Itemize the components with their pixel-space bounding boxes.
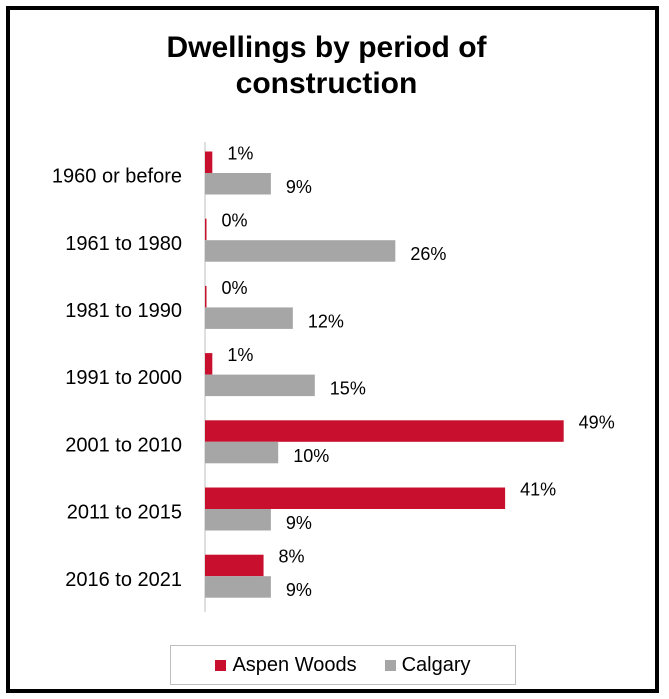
bar-calgary-2001-to-2010 (205, 441, 279, 464)
data-label-calgary-2001-to-2010: 10% (293, 446, 329, 466)
data-label-calgary-2011-to-2015: 9% (286, 513, 312, 533)
chart-title: Dwellings by period of construction (0, 30, 653, 102)
data-label-aspen-woods-2001-to-2010: 49% (579, 412, 615, 432)
chart-frame (6, 6, 659, 693)
chart-title-line-2: construction (235, 67, 418, 100)
legend-label-aspen-woods: Aspen Woods (232, 653, 357, 676)
legend-label-calgary: Calgary (401, 653, 471, 676)
bar-calgary-1981-to-1990 (205, 307, 293, 329)
legend-swatch-calgary (384, 659, 396, 671)
bar-aspen-woods-2016-to-2021 (205, 554, 264, 577)
bar-aspen-woods-1991-to-2000 (205, 353, 213, 375)
data-label-aspen-woods-2016-to-2021: 8% (279, 547, 305, 567)
bar-calgary-2016-to-2021 (205, 576, 271, 598)
bar-calgary-1991-to-2000 (205, 374, 315, 397)
data-label-calgary-1981-to-1990: 12% (308, 311, 344, 331)
bar-calgary-1960-or-before (205, 173, 271, 195)
chart-title-line-1: Dwellings by period of (166, 31, 487, 64)
category-label-1961-to-1980: 1961 to 1980 (65, 233, 182, 255)
bar-calgary-1961-to-1980 (205, 240, 396, 262)
legend-item-calgary: Calgary (384, 653, 471, 677)
data-label-calgary-1960-or-before: 9% (286, 177, 312, 197)
data-label-calgary-1961-to-1980: 26% (410, 244, 446, 264)
category-label-2016-to-2021: 2016 to 2021 (65, 569, 182, 591)
bar-calgary-2011-to-2015 (205, 509, 271, 531)
data-label-calgary-2016-to-2021: 9% (286, 580, 312, 600)
data-label-aspen-woods-2011-to-2015: 41% (520, 480, 556, 500)
category-label-2011-to-2015: 2011 to 2015 (67, 502, 182, 524)
category-label-1981-to-1990: 1981 to 1990 (65, 300, 182, 322)
data-label-calgary-1991-to-2000: 15% (330, 379, 366, 399)
bar-aspen-woods-2011-to-2015 (205, 487, 506, 509)
data-label-aspen-woods-1981-to-1990: 0% (222, 278, 248, 298)
legend-item-aspen-woods: Aspen Woods (215, 653, 357, 677)
bars-group (205, 151, 564, 598)
bar-aspen-woods-1961-to-1980 (205, 218, 207, 241)
bar-aspen-woods-1981-to-1990 (205, 285, 207, 308)
legend: Aspen Woods Calgary (170, 645, 516, 685)
bar-aspen-woods-2001-to-2010 (205, 420, 564, 442)
data-label-aspen-woods-1991-to-2000: 1% (227, 345, 253, 365)
category-label-1991-to-2000: 1991 to 2000 (65, 367, 182, 389)
category-label-2001-to-2010: 2001 to 2010 (65, 434, 182, 456)
data-label-aspen-woods-1961-to-1980: 0% (222, 211, 248, 231)
data-label-aspen-woods-1960-or-before: 1% (227, 144, 253, 164)
category-label-1960-or-before: 1960 or before (52, 166, 182, 188)
bar-aspen-woods-1960-or-before (205, 151, 213, 173)
legend-swatch-aspen-woods (215, 659, 227, 671)
labels-group: 1960 or before 1% 9% 1961 to 1980 0% 26% 1981 … (52, 144, 615, 601)
